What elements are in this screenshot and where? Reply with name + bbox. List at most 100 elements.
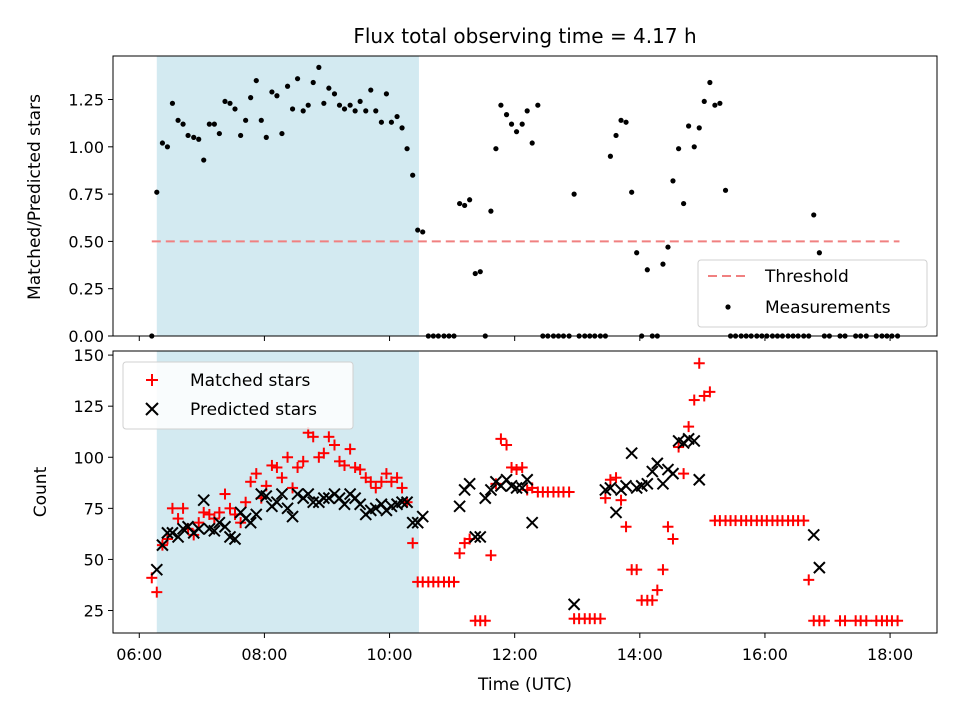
measurement-point <box>232 106 238 112</box>
matched-stars-points <box>146 357 904 627</box>
measurement-point <box>378 119 385 125</box>
predicted-star-point <box>666 467 680 480</box>
predicted-star-point <box>515 481 529 495</box>
measurement-point <box>410 172 416 178</box>
measurement-point <box>310 79 316 86</box>
predicted-star-point <box>244 516 257 529</box>
matched-star-point <box>380 468 392 480</box>
bottom-plot-frame <box>112 350 938 634</box>
matched-star-point <box>798 515 810 527</box>
measurement-point <box>503 112 510 118</box>
measurement-point <box>227 100 233 106</box>
predicted-star-point <box>469 530 482 544</box>
measurement-point <box>206 121 212 127</box>
matched-star-point <box>177 502 189 514</box>
measurement-point <box>363 108 369 114</box>
predicted-star-point <box>322 491 336 505</box>
matched-star-point <box>224 502 236 514</box>
measurement-point <box>383 91 390 97</box>
matched-star-point <box>620 521 632 533</box>
matched-star-point <box>276 472 288 484</box>
measurement-point <box>676 146 682 152</box>
measurement-point <box>607 153 614 159</box>
x-axis-label: Time (UTC) <box>477 675 572 695</box>
predicted-star-point <box>286 510 299 523</box>
predicted-star-point <box>218 520 232 533</box>
predicted-star-point <box>609 506 623 519</box>
measurement-point <box>274 93 280 99</box>
legend-matched-label: Matched stars <box>190 371 310 391</box>
measurement-point <box>524 108 530 114</box>
bottom-y-tick-label: 25 <box>84 602 104 621</box>
predicted-star-point <box>807 528 820 542</box>
bottom-y-tick-label: 125 <box>73 397 104 416</box>
predicted-star-point <box>161 526 174 540</box>
measurement-point <box>373 108 379 114</box>
matched-star-point <box>365 476 377 488</box>
matched-star-point <box>479 615 491 627</box>
bottom-x-axis: 06:00 08:00 10:00 12:00 14:00 16:00 18:00 <box>116 633 913 664</box>
measurement-point <box>707 79 713 86</box>
bottom-y-axis-label: Count <box>31 466 51 517</box>
predicted-star-point <box>213 516 226 529</box>
measurement-point <box>216 130 222 137</box>
bottom-legend: Matched stars Predicted stars <box>122 361 354 430</box>
matched-star-point <box>662 521 674 533</box>
predicted-star-point <box>656 477 670 491</box>
predicted-stars-points <box>150 432 826 611</box>
legend-matched-swatch <box>146 374 158 386</box>
matched-star-point <box>349 461 361 473</box>
measurement-point <box>701 98 707 105</box>
legend-predicted-swatch <box>145 402 159 416</box>
matched-star-point <box>151 586 163 598</box>
measurement-point <box>357 98 363 105</box>
predicted-star-point <box>260 489 273 503</box>
x-tick-label: 10:00 <box>366 645 412 664</box>
measurement-point <box>467 197 473 203</box>
matched-star-point <box>161 533 173 545</box>
matched-star-point <box>604 474 616 486</box>
measurement-point <box>462 202 468 209</box>
measurement-point <box>816 250 822 256</box>
bottom-y-tick-label: 150 <box>73 346 104 365</box>
matched-star-point <box>506 461 518 473</box>
predicted-star-point <box>463 477 476 491</box>
x-tick-label: 12:00 <box>492 645 538 664</box>
predicted-star-point <box>525 516 539 529</box>
matched-star-point <box>860 615 872 627</box>
measurement-point <box>284 83 291 89</box>
bottom-y-tick-label: 75 <box>84 499 104 518</box>
matched-star-point <box>839 615 851 627</box>
measurement-point <box>618 117 624 123</box>
x-tick-label: 08:00 <box>241 645 287 664</box>
matched-star-point <box>704 386 716 398</box>
top-x-ticks <box>138 336 891 341</box>
matched-star-point <box>213 506 225 518</box>
measurement-point <box>388 119 395 125</box>
x-tick-label: 16:00 <box>742 645 788 664</box>
measurement-point <box>269 89 275 95</box>
predicted-star-point <box>369 502 382 515</box>
predicted-star-point <box>625 446 638 460</box>
predicted-star-point <box>400 496 414 509</box>
matched-star-point <box>307 431 319 443</box>
x-tick-label: 06:00 <box>116 645 162 664</box>
measurement-point <box>175 117 181 123</box>
matched-star-point <box>391 472 403 484</box>
measurement-point <box>263 134 269 140</box>
matched-star-point <box>250 468 262 480</box>
measurement-point <box>665 244 671 250</box>
matched-star-point <box>292 461 304 473</box>
matched-star-point <box>594 613 606 625</box>
measurement-point <box>722 187 729 193</box>
predicted-star-point <box>281 502 294 515</box>
predicted-star-point <box>166 526 179 540</box>
matched-star-point <box>698 390 710 402</box>
top-panel: 0.00 0.25 0.50 0.75 1.00 1.25 Matched/Predict… <box>25 55 938 346</box>
measurement-point <box>253 77 259 84</box>
measurement-point <box>352 108 358 114</box>
bottom-y-axis: 25 50 75 100 125 150 <box>73 346 113 621</box>
measurement-point <box>300 108 306 114</box>
measurement-point <box>681 200 687 207</box>
predicted-star-point <box>192 522 205 535</box>
